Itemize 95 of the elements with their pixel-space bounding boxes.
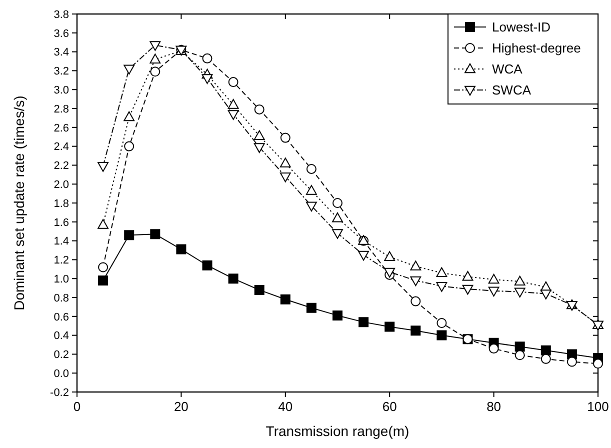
point	[254, 143, 265, 153]
point	[254, 104, 264, 114]
y-tick-label: 3.0	[54, 84, 69, 96]
point	[488, 286, 500, 297]
y-tick-label: 2.6	[54, 122, 69, 134]
point	[280, 158, 291, 168]
point	[306, 164, 316, 174]
point	[384, 251, 396, 261]
point	[98, 219, 108, 229]
y-tick-label: 0.2	[54, 349, 69, 362]
point	[254, 130, 265, 140]
point	[566, 356, 577, 367]
point	[150, 66, 160, 77]
x-tick-label: 60	[382, 399, 397, 414]
y-tick-label: 0.6	[54, 311, 69, 324]
point	[306, 185, 317, 195]
point	[462, 271, 474, 281]
point	[410, 326, 421, 336]
point	[332, 310, 342, 320]
point	[514, 288, 526, 298]
point	[410, 260, 422, 270]
y-tick-label: 2.8	[54, 103, 69, 116]
point	[436, 330, 447, 340]
point	[150, 54, 161, 64]
legend-label: Highest-degree	[492, 40, 581, 56]
point	[124, 111, 135, 122]
point	[228, 77, 238, 88]
y-axis-title: Dominant set update rate (times/s)	[11, 96, 27, 310]
y-tick-label: 3.8	[54, 8, 69, 21]
point	[358, 317, 369, 328]
point	[514, 350, 525, 360]
point	[124, 230, 134, 240]
point	[98, 262, 108, 272]
y-tick-label: 1.0	[54, 273, 69, 286]
y-tick-label: 1.2	[54, 254, 69, 267]
point	[462, 284, 474, 295]
y-tick-label: 3.2	[54, 66, 69, 78]
point	[384, 322, 395, 332]
point	[124, 141, 134, 152]
y-tick-label: 3.6	[54, 28, 69, 40]
point	[306, 202, 317, 212]
y-tick-label: 2.0	[54, 178, 69, 191]
point	[436, 318, 447, 328]
point	[150, 229, 160, 240]
point	[98, 162, 108, 172]
x-tick-label: 0	[73, 399, 81, 414]
y-tick-label: 2.4	[54, 141, 69, 154]
point	[358, 250, 369, 261]
point	[332, 212, 343, 222]
point	[280, 294, 290, 304]
point	[124, 64, 135, 74]
point	[228, 99, 239, 109]
point	[306, 302, 316, 313]
point	[280, 172, 291, 182]
point	[540, 290, 552, 300]
y-tick-label: 3.4	[54, 46, 69, 59]
point	[280, 132, 290, 143]
x-tick-label: 40	[278, 399, 293, 414]
x-tick-label: 20	[174, 399, 188, 414]
point	[436, 282, 448, 292]
point	[540, 354, 551, 364]
point	[514, 342, 525, 352]
legend-label: WCA	[492, 62, 523, 77]
point	[332, 198, 342, 208]
point	[488, 274, 500, 284]
legend-label: Lowest-ID	[492, 20, 551, 35]
point	[332, 229, 343, 239]
point	[488, 344, 499, 354]
point	[540, 345, 551, 356]
point	[202, 74, 213, 84]
point	[254, 284, 264, 295]
y-tick-label: 0.8	[54, 292, 69, 304]
point	[514, 276, 526, 286]
point	[228, 110, 239, 120]
point	[410, 276, 422, 286]
y-tick-label: 0.4	[54, 330, 69, 342]
point	[98, 275, 108, 286]
y-tick-label: 1.4	[54, 236, 69, 248]
legend-label: SWCA	[492, 82, 532, 98]
y-tick-label: 0.0	[54, 368, 69, 380]
y-tick-label: 1.8	[54, 198, 69, 210]
point	[150, 41, 161, 51]
x-tick-label: 100	[587, 399, 609, 414]
y-tick-label: 1.6	[54, 216, 69, 229]
x-axis-title: Transmission range(m)	[266, 423, 410, 439]
point	[410, 296, 421, 306]
y-tick-label: 2.2	[54, 160, 69, 172]
point	[593, 358, 603, 369]
point	[202, 260, 212, 270]
y-tick-label: -0.2	[50, 386, 69, 399]
point	[436, 267, 448, 278]
point	[202, 53, 212, 64]
point	[176, 244, 186, 254]
x-tick-label: 80	[486, 399, 502, 414]
point	[228, 274, 238, 284]
